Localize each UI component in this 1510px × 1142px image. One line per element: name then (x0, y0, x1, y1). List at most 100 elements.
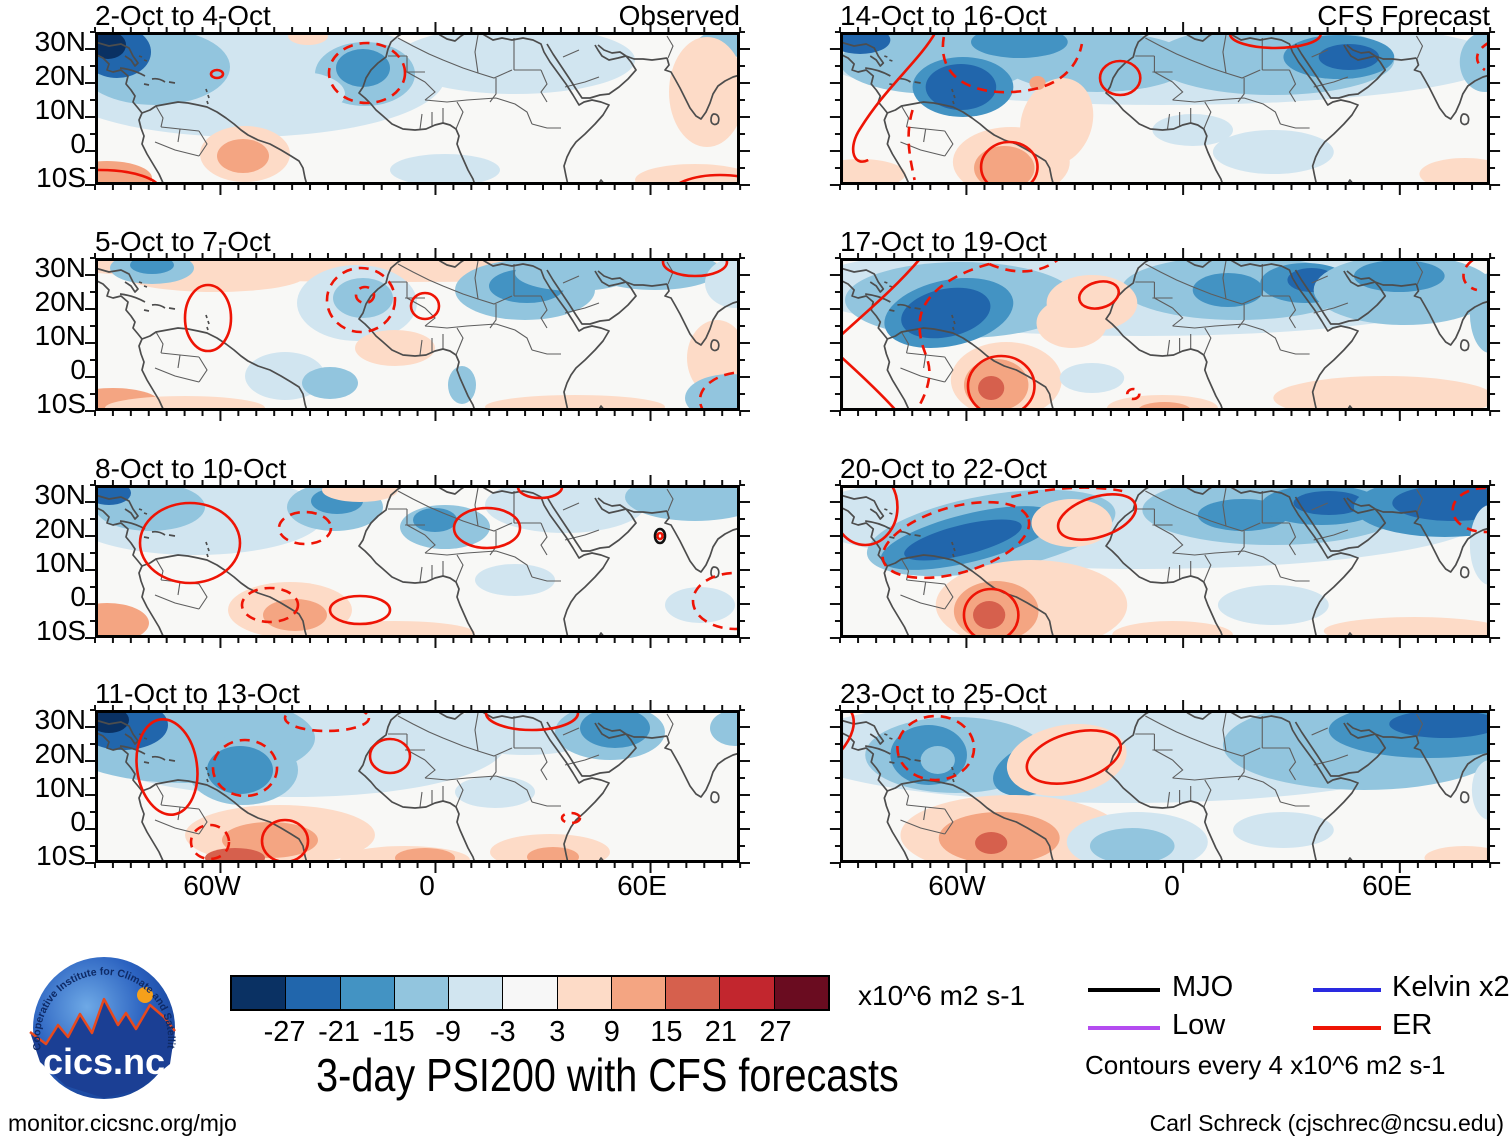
lat-tick-label: 30N (34, 479, 86, 510)
colorbar-segment (774, 977, 828, 1009)
lat-tick-label: 20N (34, 286, 86, 317)
lon-tick-label: 0 (419, 870, 435, 901)
lat-tick-label: 10N (34, 94, 86, 125)
anomaly-fill (1036, 298, 1108, 348)
anomaly-fill (1273, 376, 1490, 411)
anomaly-fill (315, 621, 475, 638)
panel-date-range: 23-Oct to 25-Oct (840, 678, 1047, 709)
lon-tick-label: 60E (1362, 870, 1412, 901)
anomaly-fill (669, 37, 740, 147)
anomaly-fill (288, 32, 328, 45)
colorbar (230, 975, 830, 1011)
wave-contour (283, 710, 371, 733)
anomaly-fill (322, 485, 398, 502)
source-url: monitor.cicsnc.org/mjo (8, 1110, 237, 1136)
lat-tick-label: 20N (34, 738, 86, 769)
wave-contour (840, 485, 899, 547)
panel-header: 17-Oct to 19-Oct (840, 227, 1490, 257)
lon-tick-label: 60E (617, 870, 667, 901)
panel-date-range: 11-Oct to 13-Oct (95, 678, 300, 709)
anomaly-fill (485, 395, 665, 411)
coastline (95, 710, 740, 863)
panel-header: 11-Oct to 13-Oct (95, 679, 740, 709)
map-panel (85, 475, 750, 648)
anomaly-fill (395, 32, 635, 94)
coastline (95, 258, 740, 411)
wave-contour (656, 531, 664, 541)
anomaly-fill (1020, 78, 1094, 166)
anomaly-fill (1112, 621, 1234, 638)
colorbar-segment (340, 977, 395, 1009)
wave-contour (907, 109, 916, 181)
wave-contour (1056, 493, 1138, 541)
anomaly-fill (1323, 617, 1490, 638)
logo-mountain-ridge (29, 997, 176, 1046)
colorbar-segment (286, 977, 341, 1009)
anomaly-fill (1459, 32, 1490, 92)
lat-tick-label: 10S (36, 840, 86, 871)
legend-line-kelvin-x2 (1313, 988, 1381, 992)
anomaly-fill (1089, 828, 1175, 863)
colorbar-segment (611, 977, 667, 1009)
anomaly-fill (1293, 491, 1365, 515)
anomaly-fill (590, 258, 720, 290)
colorbar-tick-label: 27 (759, 1016, 792, 1048)
anomaly-fill (1233, 812, 1334, 848)
lat-tick-label: 30N (34, 26, 86, 57)
map-panel (829, 700, 1501, 873)
anomaly-fill (105, 396, 265, 411)
anomaly-fill (336, 49, 390, 87)
anomaly-fill (974, 146, 1035, 185)
lat-tick-label: 10S (36, 615, 86, 646)
wave-contour (240, 586, 300, 624)
lon-tick-label: 60W (183, 870, 241, 901)
anomaly-fill (217, 139, 269, 173)
map-panel (85, 700, 750, 873)
anomaly-fill (685, 374, 740, 411)
colorbar-tick-label: -21 (318, 1016, 361, 1048)
wave-contour (915, 262, 990, 411)
anomaly-fill (263, 599, 327, 631)
wave-contour (1125, 387, 1141, 401)
author-credit: Carl Schreck (cjschrec@ncsu.edu) (1149, 1110, 1504, 1136)
colorbar-segment (557, 977, 612, 1009)
anomaly-fill (1152, 114, 1234, 146)
lat-tick-label: 10N (34, 547, 86, 578)
wave-contour (1011, 486, 1123, 499)
anomaly-fill (1419, 158, 1490, 185)
legend-line-mjo (1088, 988, 1160, 992)
wave-contour (368, 737, 412, 775)
anomaly-fill (920, 746, 955, 774)
wave-contour (1462, 258, 1478, 292)
lat-tick-label: 10N (34, 320, 86, 351)
logo-wordmark: cics.nc (43, 1041, 165, 1082)
wave-contour (209, 68, 225, 80)
lat-tick-label: 0 (70, 128, 86, 159)
anomaly-fill (635, 164, 740, 185)
anomaly-fill (925, 64, 997, 110)
panel-date-range: 5-Oct to 7-Oct (95, 226, 271, 257)
panel-date-range: 20-Oct to 22-Oct (840, 453, 1047, 484)
anomaly-fill (448, 366, 476, 404)
anomaly-fill (705, 258, 740, 308)
anomaly-fill (475, 564, 555, 596)
wave-contour (979, 140, 1039, 185)
anomaly-fill (971, 32, 1068, 58)
wave-contour (653, 527, 667, 545)
coastline (840, 485, 1490, 638)
wave-contour (1098, 59, 1142, 97)
anomaly-fill (904, 519, 1022, 561)
map-panel (829, 475, 1501, 648)
anomaly-fill (1471, 760, 1490, 820)
anomaly-fill (455, 776, 535, 808)
column-label: CFS Forecast (1317, 0, 1490, 31)
legend-label: ER (1392, 1009, 1433, 1041)
colorbar-tick-label: -9 (435, 1016, 462, 1048)
lat-tick-label: 10S (36, 388, 86, 419)
map-panel (829, 248, 1501, 421)
anomaly-fill (580, 710, 650, 748)
anomaly-fill (978, 376, 1005, 400)
colorbar-segment (232, 977, 287, 1009)
anomaly-fill (840, 32, 891, 54)
coastline (840, 258, 1490, 411)
